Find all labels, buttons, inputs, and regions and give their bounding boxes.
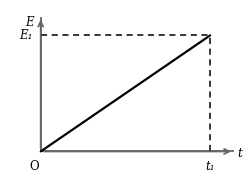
Text: O: O bbox=[29, 160, 39, 172]
Text: t₁: t₁ bbox=[205, 160, 215, 172]
Text: E₁: E₁ bbox=[19, 29, 32, 42]
Text: E: E bbox=[25, 16, 34, 29]
Text: t: t bbox=[237, 147, 242, 160]
